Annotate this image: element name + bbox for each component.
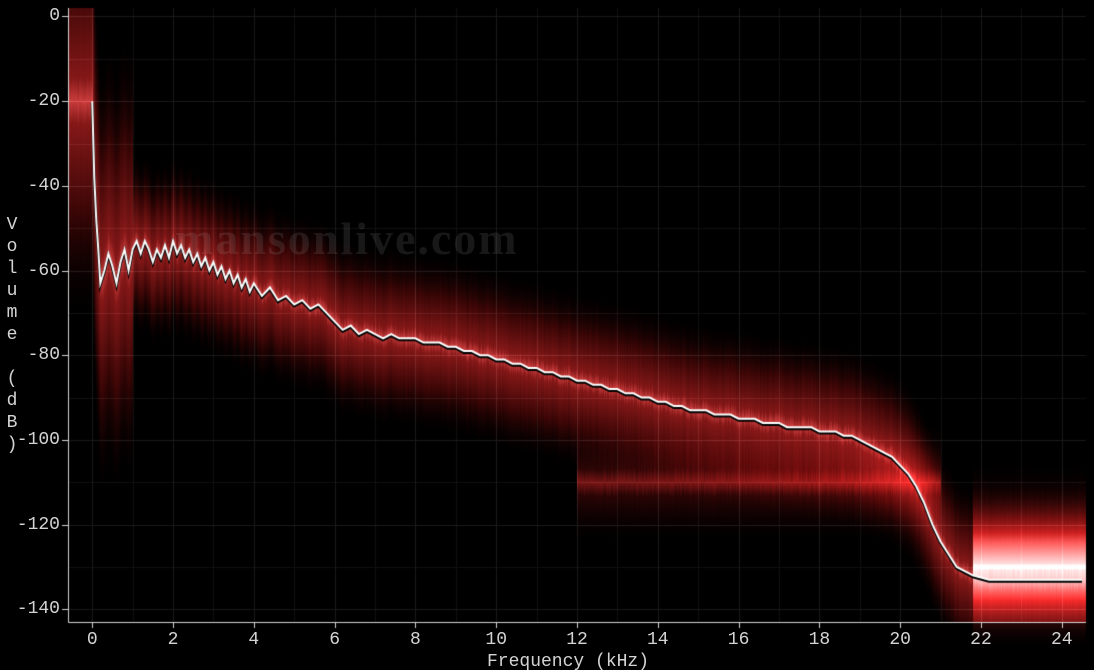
y-tick-label: -60 (10, 261, 60, 281)
x-tick-label: 0 (87, 630, 98, 650)
x-tick-label: 6 (329, 630, 340, 650)
y-tick-label: -80 (10, 345, 60, 365)
y-tick-label: -140 (10, 599, 60, 619)
y-axis-label: Volume (dB) (2, 215, 22, 457)
spectrum-chart: Volume (dB) Frequency (kHz) mansonlive.c… (0, 0, 1094, 670)
x-tick-label: 2 (168, 630, 179, 650)
x-tick-label: 10 (485, 630, 507, 650)
y-tick-label: -100 (10, 430, 60, 450)
x-tick-label: 24 (1051, 630, 1073, 650)
x-tick-label: 20 (889, 630, 911, 650)
x-tick-label: 22 (970, 630, 992, 650)
x-tick-label: 14 (647, 630, 669, 650)
x-tick-label: 18 (809, 630, 831, 650)
y-tick-label: 0 (10, 6, 60, 26)
y-tick-label: -120 (10, 515, 60, 535)
x-tick-label: 8 (410, 630, 421, 650)
y-tick-label: -20 (10, 91, 60, 111)
chart-canvas (0, 0, 1094, 670)
x-tick-label: 16 (728, 630, 750, 650)
watermark-text: mansonlive.com (175, 212, 519, 265)
x-axis-label: Frequency (kHz) (487, 652, 649, 670)
y-tick-label: -40 (10, 176, 60, 196)
x-tick-label: 12 (566, 630, 588, 650)
x-tick-label: 4 (248, 630, 259, 650)
